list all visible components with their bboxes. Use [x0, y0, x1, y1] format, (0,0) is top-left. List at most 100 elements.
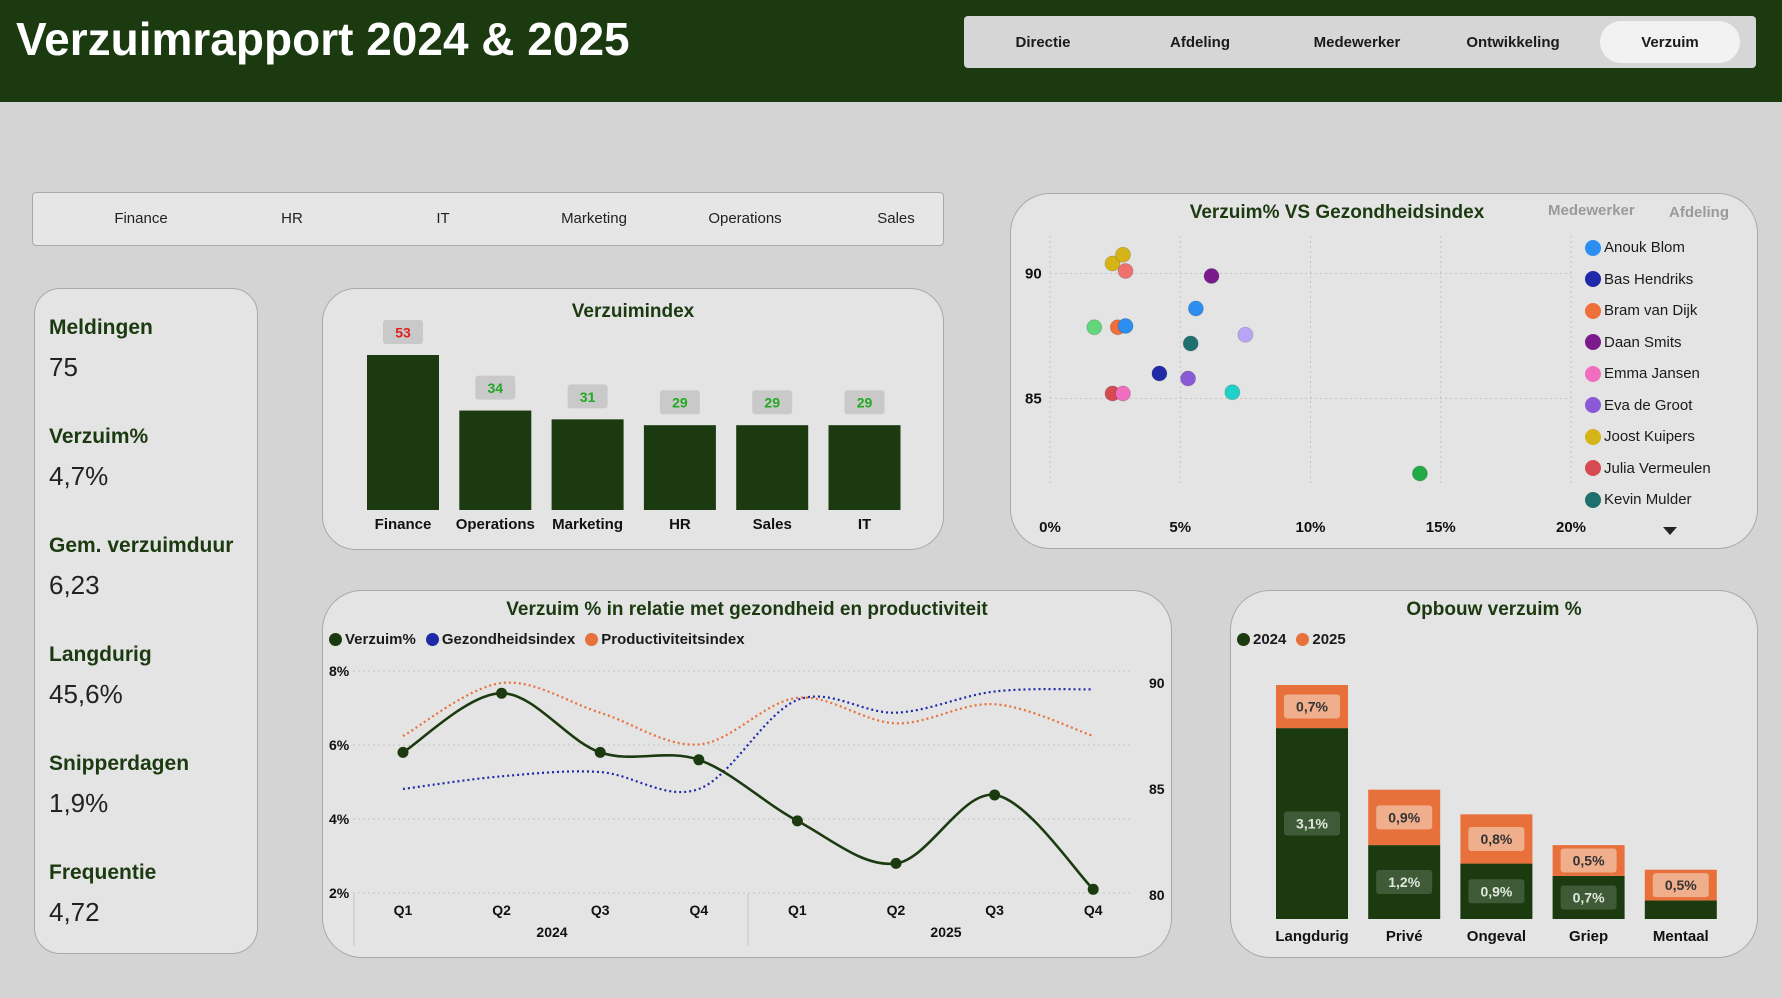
verzuim-point	[693, 754, 705, 766]
data-label: 0,5%	[1573, 853, 1605, 869]
scatter-point	[1237, 326, 1254, 343]
bar-2024	[1644, 900, 1717, 919]
filter-finance[interactable]: Finance	[114, 210, 168, 227]
x-year-label: 2024	[536, 924, 567, 940]
scatter-point	[1151, 365, 1168, 382]
legend-label: Joost Kuipers	[1604, 428, 1695, 446]
kpi-value: 75	[49, 352, 78, 382]
filter-it[interactable]: IT	[436, 210, 450, 227]
legend-item[interactable]: Anouk Blom	[1585, 232, 1750, 264]
y-left-tick-label: 4%	[329, 811, 350, 827]
legend-label: Productiviteitsindex	[601, 631, 745, 648]
opbouw-card: Opbouw verzuim % 2024 2025 3,1% 0,7% Langd…	[1230, 590, 1758, 958]
kpi-value: 45,6%	[49, 679, 123, 709]
legend-label: Gezondheidsindex	[441, 631, 576, 648]
tab-afdeling[interactable]: Afdeling	[1669, 204, 1729, 221]
x-tick-label: 15%	[1426, 519, 1456, 536]
scatter-chart: 0% 5% 10% 15% 20% 90 85	[1025, 236, 1586, 536]
y-right-tick-label: 80	[1149, 887, 1165, 903]
data-label-bg	[844, 390, 885, 415]
filter-operations[interactable]: Operations	[708, 210, 782, 227]
data-label-bg	[383, 320, 423, 344]
nav-tab-ontwikkeling[interactable]: Ontwikkeling	[1466, 33, 1560, 51]
scatter-point	[1224, 384, 1241, 401]
kpi-label: Verzuim%	[49, 425, 149, 448]
scatter-point	[1086, 319, 1103, 336]
legend-item[interactable]: Eva de Groot	[1585, 390, 1750, 422]
nav-tab-medewerker[interactable]: Medewerker	[1313, 33, 1401, 51]
verzuimindex-card: Verzuimindex 53 Finance 34 Operations 31 Mark…	[322, 288, 944, 550]
x-tick-label: Q1	[394, 902, 413, 918]
kpi-value: 1,9%	[49, 788, 109, 818]
legend-item[interactable]: Julia Vermeulen	[1585, 453, 1750, 485]
legend-label: Kevin Mulder	[1604, 491, 1692, 509]
y-right-tick-label: 90	[1149, 675, 1165, 691]
chart-title: Verzuimindex	[571, 301, 695, 322]
legend-dot	[1585, 334, 1601, 351]
x-tick-label: Q4	[1084, 902, 1103, 918]
opbouw-legend: 2024 2025	[1237, 631, 1346, 648]
scatter-point	[1104, 255, 1121, 272]
page-title: Verzuimrapport 2024 & 2025	[16, 13, 630, 65]
scatter-point	[1180, 370, 1197, 387]
data-label-bg	[1468, 879, 1525, 904]
kpi-label: Frequentie	[49, 861, 157, 884]
verzuim-point	[1087, 883, 1099, 895]
x-tick-label: 20%	[1556, 519, 1586, 536]
x-tick-label: Q3	[591, 902, 610, 918]
x-tick-label: Griep	[1569, 928, 1608, 945]
legend-label: Verzuim%	[345, 631, 416, 648]
x-tick-label: HR	[669, 516, 691, 533]
nav-tab-verzuim[interactable]: Verzuim	[1600, 21, 1740, 63]
legend-item[interactable]: Bas Hendriks	[1585, 264, 1750, 296]
verzuim-point	[594, 746, 606, 758]
data-label-bg	[1560, 885, 1617, 910]
kpi-gem-verzuimduur: Gem. verzuimduur 6,23	[49, 534, 233, 601]
scatter-point	[1114, 385, 1131, 402]
legend-item[interactable]: Kevin Mulder	[1585, 484, 1750, 516]
data-label: 0,8%	[1480, 831, 1512, 847]
nav-tab-directie[interactable]: Directie	[1015, 33, 1071, 51]
data-label-bg	[659, 390, 700, 415]
productiviteitsindex-line	[402, 681, 1094, 746]
filter-sales[interactable]: Sales	[877, 210, 915, 227]
bar	[643, 425, 716, 510]
legend-dot	[585, 633, 599, 646]
kpi-label: Meldingen	[49, 316, 153, 339]
filter-hr[interactable]: HR	[281, 210, 303, 227]
legend-dot	[1585, 428, 1601, 445]
scatter-point	[1203, 268, 1220, 284]
x-tick-label: Operations	[456, 516, 535, 533]
tab-medewerker[interactable]: Medewerker	[1548, 202, 1635, 219]
legend-label: Bas Hendriks	[1604, 270, 1694, 288]
legend-item[interactable]: Bram van Dijk	[1585, 295, 1750, 327]
legend-item[interactable]: Daan Smits	[1585, 327, 1750, 359]
x-tick-label: Q1	[788, 902, 807, 918]
chart-title: Verzuim% VS Gezondheidsindex	[1189, 202, 1485, 223]
x-tick-label: Langdurig	[1275, 928, 1348, 945]
data-label: 0,7%	[1296, 699, 1328, 715]
scroll-down-icon[interactable]	[1663, 527, 1677, 537]
data-label: 31	[580, 389, 596, 405]
legend-dot	[1585, 365, 1601, 382]
legend-item[interactable]: Emma Jansen	[1585, 358, 1750, 390]
legend-item: 2025	[1296, 631, 1346, 648]
data-label: 3,1%	[1296, 816, 1328, 832]
y-left-tick-label: 6%	[329, 737, 350, 753]
data-label-bg	[1468, 826, 1525, 851]
x-tick-label: Ongeval	[1467, 928, 1526, 945]
bar	[828, 425, 901, 510]
x-tick-label: Finance	[375, 516, 432, 533]
department-filter: Finance HR IT Marketing Operations Sales	[32, 192, 944, 246]
kpi-label: Gem. verzuimduur	[49, 534, 234, 557]
legend-item[interactable]: Joost Kuipers	[1585, 421, 1750, 453]
bar	[459, 410, 532, 510]
x-tick-label: IT	[858, 516, 871, 533]
legend-dot	[1585, 397, 1601, 414]
data-label: 0,7%	[1573, 889, 1605, 905]
legend-label: Anouk Blom	[1604, 239, 1685, 257]
filter-marketing[interactable]: Marketing	[561, 210, 627, 227]
legend-dot	[425, 633, 439, 646]
nav-tab-afdeling[interactable]: Afdeling	[1170, 33, 1230, 51]
kpi-frequentie: Frequentie 4,72	[49, 861, 156, 928]
